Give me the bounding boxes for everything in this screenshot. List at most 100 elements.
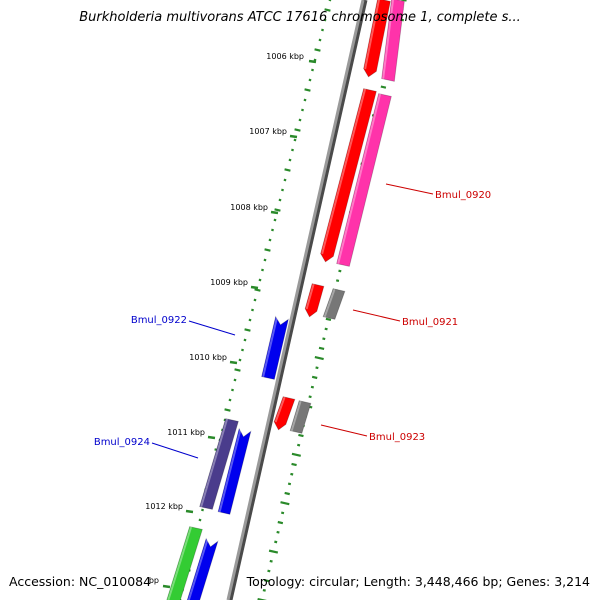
inner-gc-dash (291, 148, 294, 152)
inner-gc-dash (248, 318, 252, 322)
outer-gc-dash (322, 337, 326, 341)
outer-gc-dash (310, 385, 314, 389)
cds-reverse-bmul-0923-highlight (274, 396, 286, 423)
outer-gc-dash (291, 452, 301, 457)
cds-reverse-top-highlight (364, 0, 380, 70)
inner-gc-dash (258, 278, 262, 282)
inner-gc-dash (293, 138, 297, 142)
outer-gc-dash (263, 579, 270, 583)
outer-gc-dash (257, 597, 267, 600)
inner-gc-dash (278, 198, 282, 202)
cds-reverse-bmul-0920 (320, 88, 377, 263)
leader-bmul-0920 (385, 183, 434, 195)
outer-gc-dash (314, 356, 324, 361)
gene-bmul-0924-highlight (200, 418, 229, 508)
outer-gc-dash (311, 375, 318, 380)
scale-tick (207, 435, 216, 440)
backbone (226, 0, 365, 600)
leader-bmul-0921 (352, 309, 401, 322)
outer-gc-dash (338, 269, 342, 273)
outer-gc-dash (308, 395, 312, 399)
scale-tick (229, 360, 238, 365)
feature-layer (166, 0, 405, 600)
inner-gc-dash (244, 328, 251, 332)
outer-gc-dash (284, 491, 290, 496)
inner-gc-dash (311, 68, 314, 72)
inner-gc-dash (308, 78, 312, 82)
cds-reverse-bmul-0921-highlight (305, 283, 315, 310)
cds-reverse-top (363, 0, 391, 78)
scale-label-1010: 1010 kbp (189, 353, 227, 362)
inner-gc-dash (263, 258, 267, 262)
gene-bmul-0921-highlight (323, 288, 336, 318)
map-title: Burkholderia multivorans ATCC 17616 chro… (79, 10, 521, 25)
gene-bmul-0923-highlight (290, 400, 302, 432)
outer-gc-dash (297, 443, 301, 447)
scale-label-1008: 1008 kbp (230, 203, 268, 212)
outer-gc-dash (325, 317, 332, 321)
inner-gc-dash (254, 288, 261, 292)
outer-gc-dash (274, 540, 278, 544)
scale-label-partial: bp (149, 576, 159, 585)
outer-gc-dash (262, 588, 266, 592)
cds-reverse-bmul-0920-highlight (321, 88, 367, 255)
scale-label-1007: 1007 kbp (249, 127, 287, 136)
inner-gc-dash (264, 248, 271, 252)
outer-gc-dash (315, 366, 319, 370)
inner-gc-dash (294, 128, 301, 132)
gene-label-bmul-0922[interactable]: Bmul_0922 (131, 315, 187, 326)
inner-gc-dash (251, 308, 254, 312)
outer-gc-dash (281, 511, 285, 515)
inner-gc-dash (314, 48, 321, 52)
inner-gc-dash (321, 28, 324, 32)
outer-gc-dash (287, 482, 292, 486)
inner-gc-dash (233, 378, 237, 382)
inner-gc-dash (273, 218, 277, 222)
cds-forward-bmul-0924-highlight (218, 428, 242, 513)
inner-gc-dash (224, 408, 231, 412)
backbone-shadow (227, 0, 368, 600)
cds-reverse-bmul-0921 (304, 283, 325, 318)
outer-gc-dash (277, 520, 284, 525)
outer-gc-dash (318, 346, 325, 351)
outer-gc-dash (335, 279, 340, 283)
scale-label-1011: 1011 kbp (167, 428, 205, 437)
inner-gc-dash (231, 388, 234, 392)
cds-reverse-bmul-0923 (273, 396, 296, 431)
inner-gc-dash (243, 338, 247, 342)
inner-gc-dash (241, 348, 244, 352)
gene-bmul-0924 (199, 418, 239, 510)
inner-gc-dash (303, 98, 307, 102)
inner-gc-dash (313, 58, 317, 62)
cds-forward-bmul-0922 (261, 315, 289, 380)
gene-pink-top-highlight (382, 0, 394, 80)
gene-green-bottom (166, 526, 203, 600)
scale-label-1009: 1009 kbp (210, 278, 248, 287)
inner-gc-dash (201, 508, 204, 512)
scale-tick (250, 285, 259, 290)
scale-label-1012: 1012 kbp (145, 502, 183, 511)
leader-bmul-0923 (320, 424, 368, 437)
inner-gc-dash (301, 108, 304, 112)
inner-gc-dash (304, 88, 311, 92)
outer-gc-dash (290, 472, 294, 476)
cds-forward-bottom (186, 537, 219, 600)
outer-gc-dash (298, 433, 304, 438)
gene-label-bmul-0921[interactable]: Bmul_0921 (402, 317, 458, 328)
gene-label-bmul-0920[interactable]: Bmul_0920 (435, 190, 491, 201)
inner-gc-dash (228, 398, 232, 402)
inner-gc-dash (288, 158, 292, 162)
inner-gc-dash (271, 228, 274, 232)
scale-tick (162, 584, 171, 589)
cds-forward-bmul-0924 (217, 427, 252, 515)
inner-gc-dash (238, 358, 242, 362)
gene-label-bmul-0923[interactable]: Bmul_0923 (369, 432, 425, 443)
label-leaders (151, 183, 434, 459)
gene-label-bmul-0924[interactable]: Bmul_0924 (94, 437, 150, 448)
outer-gc-dash (324, 327, 328, 331)
summary-text: Topology: circular; Length: 3,448,466 bp… (246, 574, 590, 589)
scale-track (162, 59, 317, 589)
scale-tick (308, 59, 317, 64)
inner-gc-dash (284, 168, 291, 172)
cds-forward-bottom-highlight (187, 538, 209, 600)
